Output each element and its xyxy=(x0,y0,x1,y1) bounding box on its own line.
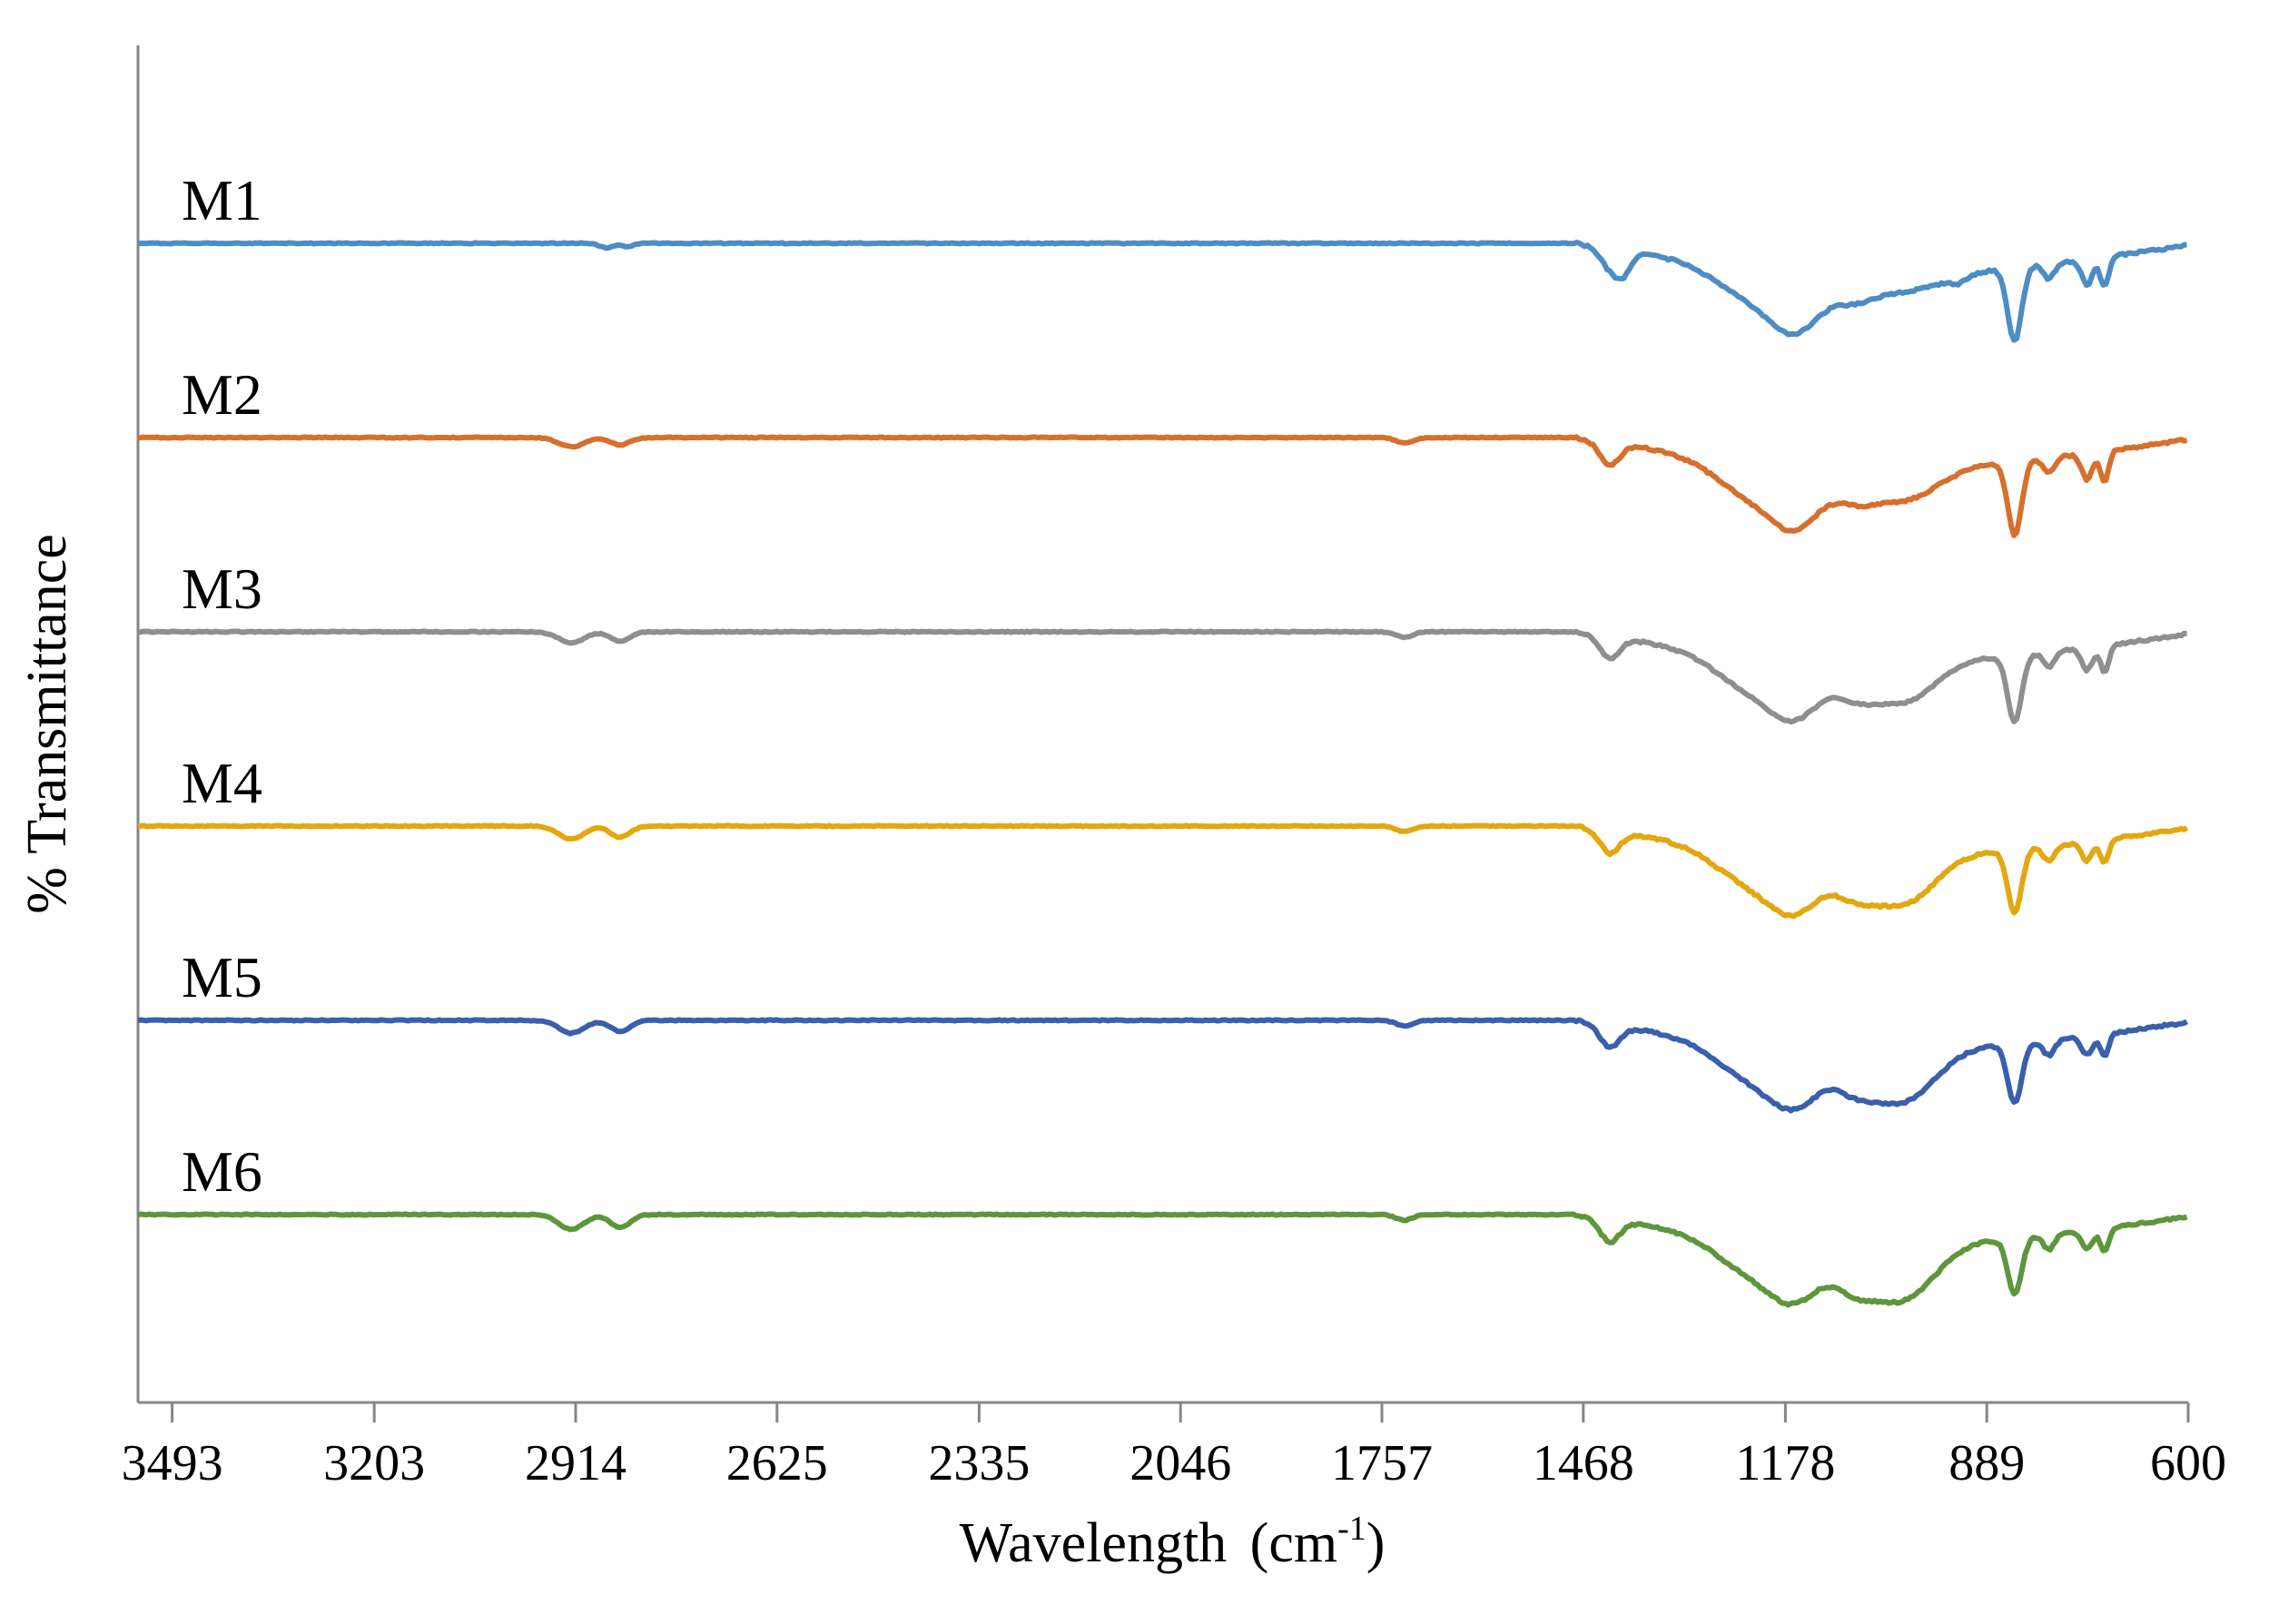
x-axis-title-unit-close: ) xyxy=(1366,1512,1386,1574)
x-tick-label: 2914 xyxy=(525,1435,626,1491)
x-tick-label: 3203 xyxy=(323,1435,425,1491)
x-axis-title-main: Wavelength xyxy=(960,1512,1228,1574)
x-axis-title: Wavelength (cm-1) xyxy=(960,1510,1386,1574)
series-line-m2 xyxy=(137,434,2188,538)
series-label-m1: M1 xyxy=(182,168,262,232)
series-group: M1 M2 M3 M4 M5 M6 xyxy=(137,168,2189,1308)
series-label-m4: M4 xyxy=(182,751,262,815)
x-axis-title-unit: (cm xyxy=(1250,1512,1337,1574)
x-tick-label: 1757 xyxy=(1331,1435,1433,1491)
series-line-m3 xyxy=(137,628,2187,725)
x-tick-label: 2046 xyxy=(1130,1435,1231,1491)
series-label-m3: M3 xyxy=(182,556,262,621)
series-label-m5: M5 xyxy=(182,945,262,1009)
y-axis-title: % Transmittance xyxy=(16,534,78,913)
x-tick-label: 1178 xyxy=(1735,1435,1835,1491)
series-line-m1 xyxy=(137,240,2187,343)
x-tick-label: 600 xyxy=(2150,1435,2226,1491)
series-line-m6 xyxy=(137,1211,2188,1308)
x-tick-label: 1468 xyxy=(1533,1435,1634,1491)
series-line-m5 xyxy=(137,1017,2189,1114)
series-line-m4 xyxy=(137,822,2189,920)
x-tick-label: 889 xyxy=(1948,1435,2025,1491)
x-tick-label: 3493 xyxy=(122,1435,223,1491)
x-axis-title-unit-sup: -1 xyxy=(1337,1510,1366,1548)
x-tick-label: 2625 xyxy=(726,1435,828,1491)
series-label-m2: M2 xyxy=(182,362,262,427)
x-tick-label: 2335 xyxy=(928,1435,1030,1491)
series-label-m6: M6 xyxy=(182,1139,262,1204)
x-axis-ticks: 3493 3203 2914 2625 2335 2046 1757 1468 1178 889 6… xyxy=(122,1403,2226,1491)
